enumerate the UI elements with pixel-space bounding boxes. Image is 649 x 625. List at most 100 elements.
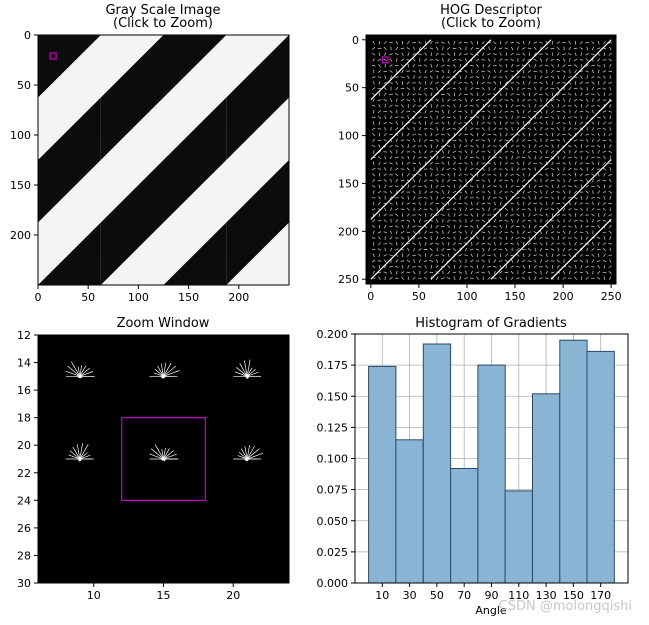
hog-cell [407,115,410,120]
hog-cell [406,173,410,177]
hog-cell [446,208,451,211]
hog-cell [435,265,439,269]
hog-cell [597,172,600,177]
hog-cell [435,52,439,56]
hog-cell [435,133,439,136]
hog-cell [504,259,509,263]
hog-cell [591,75,595,79]
hog-cell [527,248,532,251]
hog-cell [562,58,566,62]
hog-cell [470,270,473,275]
hog-cell [493,219,497,223]
hog-cell [447,270,451,275]
hog-cell [527,87,532,90]
hog-cell [550,139,555,142]
hog-cell [441,156,445,159]
hog-cell [377,139,382,142]
hog-cell [481,70,486,73]
hog-cell [533,190,538,194]
hog-cell [510,202,514,205]
hog-cell [377,58,382,61]
hog-cell [465,270,467,275]
hog-cell [464,145,468,148]
hog-panel[interactable]: HOG Descriptor (Click to Zoom) 0 50 100 150… [338,3,622,303]
hog-cell [556,231,561,234]
hog-cell [568,46,572,51]
hog-cell [591,86,595,91]
hog-cell [487,150,491,154]
hog-cell [603,276,606,281]
hog-cell [452,150,457,154]
hog-cell [533,92,537,96]
hog-cell [441,277,445,280]
hog-cell [563,207,565,212]
hog-cell [447,98,451,102]
hog-cell [539,75,543,79]
hog-cell [608,214,613,216]
hog-cell [441,167,445,171]
hog-cell [603,121,606,125]
zoom-axes: 10 15 20 12 14 16 18 20 22 24 26 28 30 [17,329,240,602]
y-tick-label: 150 [338,177,359,190]
hog-cell [533,184,537,189]
hog-cell [452,208,457,211]
hog-cell [608,243,613,245]
grayscale-image[interactable] [38,35,289,285]
hog-cell [412,110,416,113]
hog-cell [522,98,526,102]
hog-cell [516,156,520,159]
hog-cell [452,242,457,246]
hog-cell [384,276,386,281]
hog-cell [372,219,376,223]
hog-cell [573,58,578,62]
hog-cell [412,144,416,148]
hog-cell [435,184,439,188]
hog-cell [505,236,508,240]
hog-cell [556,173,560,177]
hog-cell [579,202,584,205]
hog-cell [475,156,480,159]
hog-cell [424,98,428,102]
hog-cell [573,208,578,211]
hog-cell [516,109,520,114]
hog-cell [551,69,554,73]
image-triangle [226,222,289,285]
hog-cell [453,63,456,68]
hog-image[interactable] [370,39,613,281]
hog-cell [470,230,473,235]
hog-cell [458,133,462,137]
hog-cell [603,92,606,97]
hog-cell [372,178,376,183]
hog-cell [586,259,588,263]
x-tick-label: 250 [601,290,622,303]
hog-cell [556,133,560,137]
hog-cell [384,184,387,189]
hog-cell [556,202,561,205]
hog-cell [389,53,393,56]
hog-cell [482,75,485,79]
hog-cell [406,207,410,212]
hog-cell [475,190,480,194]
hog-cell [499,190,503,194]
hog-cell [383,191,388,193]
hog-cell [377,231,382,234]
hog-cell [574,121,577,125]
hog-cell [395,270,398,275]
hog-cell [406,259,411,263]
hog-cell [562,190,566,194]
hog-cell [574,92,577,97]
hog-cell [568,121,572,125]
zoom-panel[interactable]: Zoom Window 10 15 20 12 14 16 18 20 22 24 26 28 30 [17,277,290,602]
hog-cell [522,190,525,194]
hog-cell [371,208,376,211]
hog-cell [458,41,463,44]
hog-cell [562,82,566,84]
hog-cell [389,266,393,268]
hog-cell [383,173,387,177]
grayscale-panel[interactable]: Gray Scale Image (Click to Zoom) 0 50 100 1… [10,3,290,304]
hog-cell [458,151,463,153]
hog-edge [550,218,612,280]
hog-cell [407,75,410,79]
hog-cell [585,230,589,234]
x-tick-label: 130 [536,589,557,602]
